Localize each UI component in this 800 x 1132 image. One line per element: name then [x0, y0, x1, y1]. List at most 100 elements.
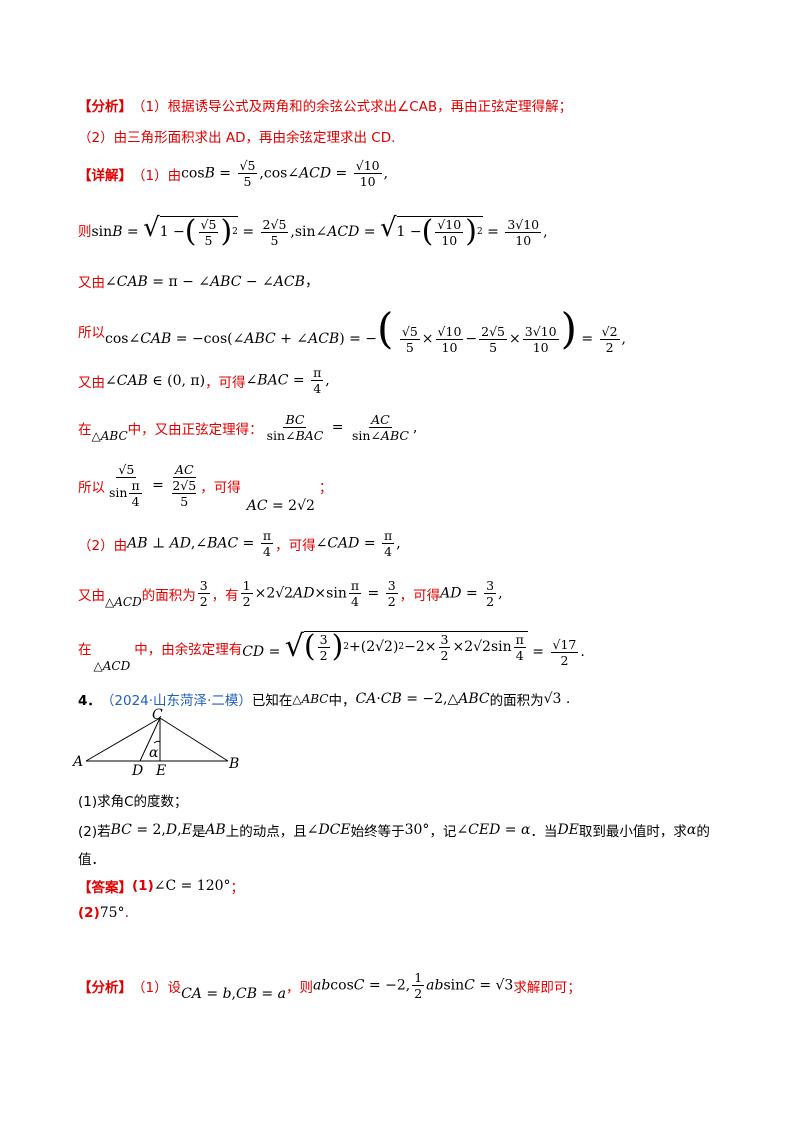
detail-l9-triangle: △ACD: [105, 594, 142, 609]
question-2-mid4: ，记: [429, 824, 457, 840]
detail-l7-mid: ，可得: [200, 479, 241, 496]
detail-l9-mid3: ，可得: [399, 587, 441, 604]
detail-l7-end: ；: [318, 479, 333, 496]
answer-1-end: ；: [230, 880, 245, 896]
detail-l5-prefix: 又由: [78, 374, 105, 391]
question-2-m6: DE: [557, 822, 579, 838]
detail-l2-formula: sinB = √1 − (√5 5) 2 = 2√5 5 ,sin∠ACD = √1 −…: [91, 213, 548, 249]
analysis-tag: 【分析】: [78, 99, 132, 115]
answer-2-label: (2): [78, 905, 100, 921]
analysis-text-1: （1）根据诱导公式及两角和的余弦公式求出∠CAB，再由正弦定理得解；: [132, 99, 573, 115]
detail-l6-mid: 中，又由正弦定理得：: [127, 421, 263, 438]
answer-2-expr: 75°: [99, 905, 125, 921]
detail-l10-prefix: 在: [78, 642, 92, 659]
question-2-mid2: 上的动点，且: [225, 824, 307, 840]
answer-1-label: (1): [132, 878, 154, 894]
answer-2: (2) 75° .: [78, 905, 129, 921]
final-analysis-suffix: 求解即可；: [513, 979, 581, 996]
label-D: D: [131, 763, 143, 776]
question-2: (2)若 BC = 2,D,E 是 AB 上的动点，且 ∠DCE 始终等于 30…: [78, 820, 710, 840]
final-analysis-tag: 【分析】: [78, 979, 132, 996]
question-1: (1)求角C的度数；: [78, 790, 188, 810]
problem-number: 4．: [78, 693, 101, 709]
question-2-mid1: 是: [191, 824, 206, 840]
answer-tag: 【答案】: [78, 880, 132, 896]
question-2-mid6: 取到最小值时，求: [578, 824, 687, 840]
label-A: A: [71, 754, 83, 770]
detail-l8-mid: ，可得: [275, 537, 316, 554]
detail-line-4: 所以 cos∠CAB = −cos(∠ABC + ∠ACB) = −( √5 5 ×…: [78, 308, 626, 355]
detail-l9-prefix: 又由: [78, 587, 105, 604]
detail-line-10: 在 △ACD 中，由余弦定理有 CD = √(3 2) 2 +(2√2) 2 −2× 3 2 ×…: [78, 629, 585, 673]
analysis-text-2: （2）由三角形面积求出 AD，再由余弦定理求出 CD.: [78, 130, 396, 146]
problem-condition: CA·CB = −2,△ABC: [355, 691, 490, 707]
question-2-line-2-text: 值．: [78, 852, 105, 868]
detail-l5-mid: ，可得: [205, 374, 246, 391]
answer-1: 【答案】 (1) ∠C = 120° ；: [78, 876, 244, 896]
detail-l4-formula: cos∠CAB = −cos(∠ABC + ∠ACB) = −( √5 5 × √10…: [105, 304, 626, 355]
answer-2-end: .: [124, 905, 130, 921]
detail-line-2: 则 sinB = √1 − (√5 5) 2 = 2√5 5 ,sin∠ACD = √1…: [78, 213, 548, 248]
detail-l10-triangle: △ACD: [93, 659, 131, 674]
detail-l3-prefix: 又由: [78, 275, 105, 291]
detail-l5-formula-a: ∠CAB ∈ (0, π): [105, 372, 206, 389]
label-E: E: [155, 763, 166, 776]
detail-l7-result: AC = 2√2: [246, 497, 315, 514]
detail-l7-formula: √5 sin π 4 = AC 2√5 5: [109, 462, 197, 509]
final-analysis-mid: ，则: [285, 979, 313, 996]
detail-l6-triangle: △ABC: [91, 428, 128, 443]
detail-line-6: 在 △ABC 中，又由正弦定理得： BC sin∠BAC = AC sin∠ABC,: [78, 412, 417, 443]
question-2-line-2: 值．: [78, 848, 105, 868]
detail-l4-prefix: 所以: [78, 325, 105, 342]
detail-l2-prefix: 则: [78, 224, 92, 241]
analysis-line-1: 【分析】 （1）根据诱导公式及两角和的余弦公式求出∠CAB，再由正弦定理得解；: [78, 95, 572, 115]
label-B: B: [228, 756, 239, 772]
answer-1-expr: ∠C = 120°: [153, 878, 231, 894]
detail-l6-prefix: 在: [78, 421, 92, 438]
detail-l7-prefix: 所以: [78, 479, 105, 496]
final-analysis: 【分析】 （1）设 CA = b,CB = a ，则 abcosC = −2, 1…: [78, 970, 581, 1002]
final-analysis-m1: CA = b,CB = a: [181, 985, 286, 1002]
question-2-m2: AB: [205, 822, 226, 838]
detail-l8-prefix: （2）由: [78, 537, 128, 554]
detail-line-7: 所以 √5 sin π 4 = AC 2√5 5 ，可得 AC = 2√2 ；: [78, 462, 333, 514]
question-2-mid3: 始终等于: [350, 824, 405, 840]
question-2-m1: BC = 2,D,E: [110, 822, 192, 838]
problem-area: √3 .: [543, 691, 571, 707]
detail-l9-mid2: ，有: [211, 587, 239, 604]
problem-4-stem: 4． （2024·山东菏泽·二模） 已知在 △ABC 中， CA·CB = −2…: [78, 689, 570, 709]
question-2-m3: ∠DCE: [306, 822, 351, 838]
question-2-m4: 30°: [404, 822, 430, 838]
problem-stem-prefix: 已知在: [251, 693, 293, 709]
detail-line-1: 【详解】 （1）由 cosB = √5 5 ,cos∠ACD = √10 10,: [78, 158, 388, 189]
detail-line-3: 又由 ∠CAB = π − ∠ABC − ∠ACB，: [78, 271, 319, 291]
final-analysis-prefix: （1）设: [132, 979, 182, 996]
detail-l1-prefix: （1）由: [132, 167, 182, 184]
problem-stem-mid: 中，: [328, 693, 356, 709]
label-alpha: α: [149, 745, 159, 761]
question-2-m5: ∠CED = α: [456, 822, 531, 838]
detail-l3-formula: ∠CAB = π − ∠ABC − ∠ACB，: [105, 274, 319, 290]
question-2-mid5: ．当: [530, 824, 558, 840]
detail-tag: 【详解】: [78, 167, 132, 184]
detail-l1-formula: cosB = √5 5 ,cos∠ACD = √10 10,: [181, 158, 389, 189]
detail-l10-mid: 中，由余弦定理有: [134, 642, 243, 659]
problem-triangle: △ABC: [292, 692, 329, 706]
final-analysis-m2: abcosC = −2, 1 2 absinC = √3: [312, 970, 514, 1001]
question-2-m7: α: [686, 822, 697, 838]
problem-source: （2024·山东菏泽·二模）: [100, 693, 252, 709]
question-2-prefix: (2)若: [78, 824, 111, 840]
problem-stem-suffix: 的面积为: [489, 693, 544, 709]
detail-l6-formula: BC sin∠BAC = AC sin∠ABC,: [266, 412, 418, 443]
question-1-text: (1)求角C的度数；: [78, 794, 188, 810]
detail-l9-mid1: 的面积为: [141, 587, 196, 604]
label-C: C: [152, 707, 163, 723]
detail-l10-formula: CD = √(3 2) 2 +(2√2) 2 −2× 3 2 ×2√2sin π 4 = √17 2.: [242, 629, 585, 668]
